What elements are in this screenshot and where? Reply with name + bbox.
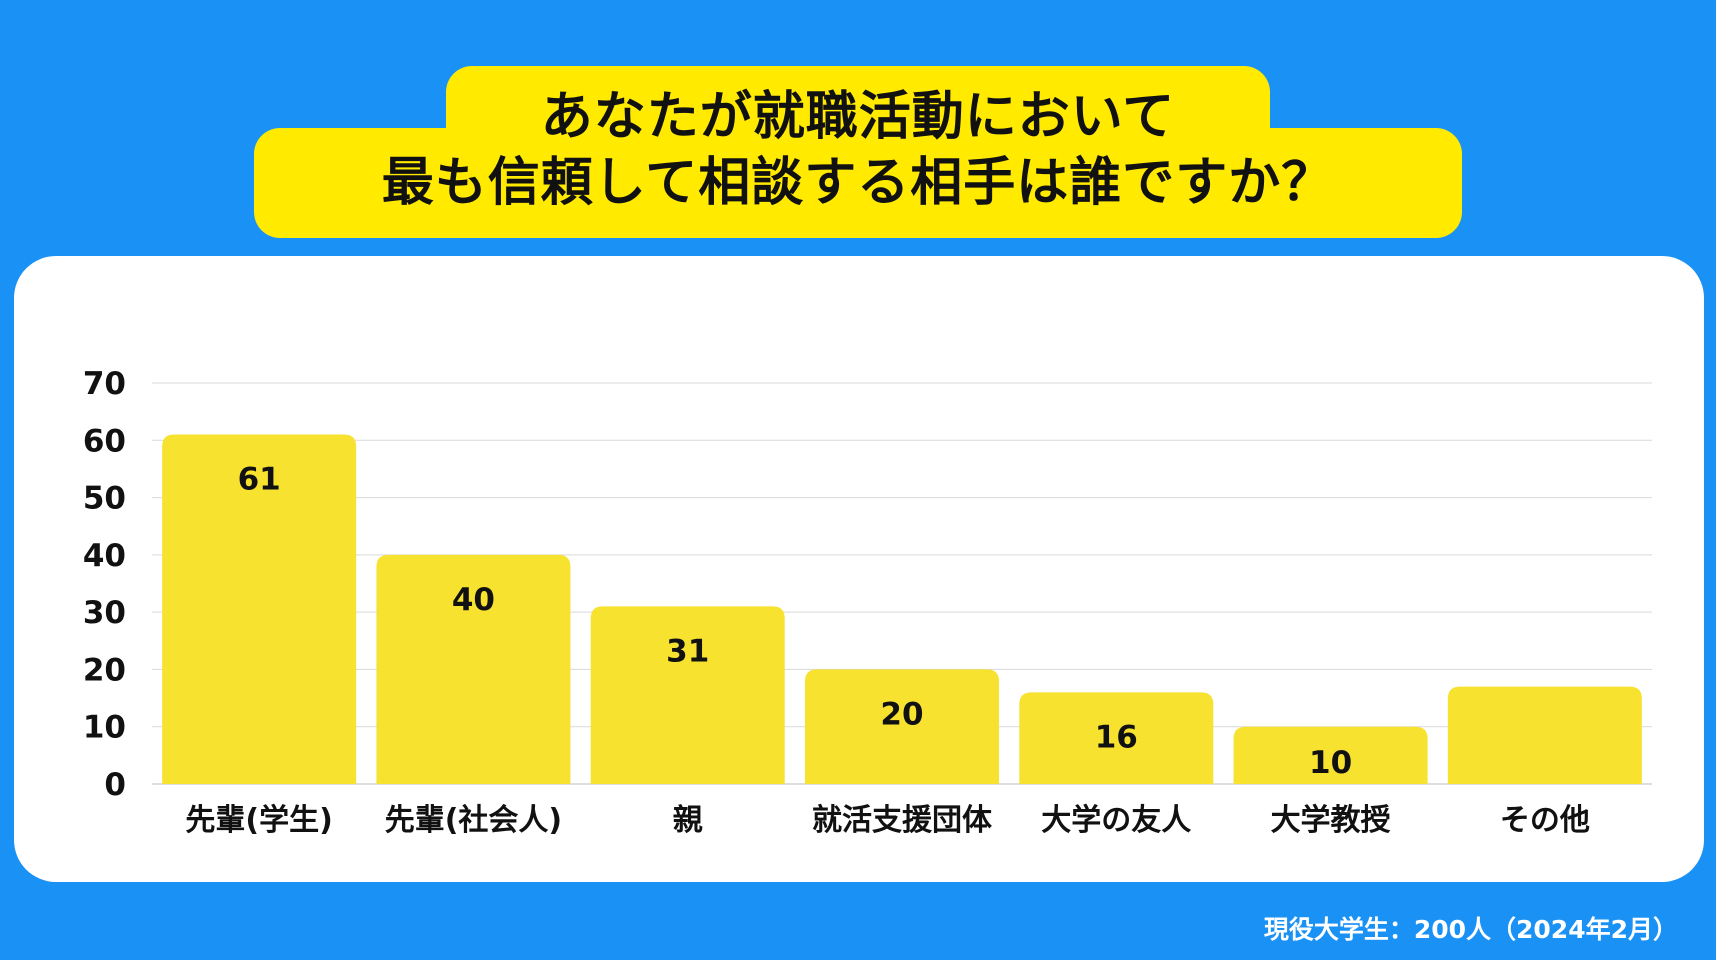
x-tick-label: 親 [673,803,703,838]
y-tick-label: 0 [104,767,126,803]
footnote: 現役大学生：200人（2024年2月） [1263,915,1678,944]
chart-title: あなたが就職活動において 最も信頼して相談する相手は誰ですか？ [254,84,1462,216]
bar-value-label: 20 [880,696,923,732]
y-tick-label: 50 [83,481,126,517]
bar [162,434,357,784]
bar [376,554,571,784]
x-tick-label: 先輩(学生) [185,803,332,838]
bar [1447,686,1642,784]
bar-value-label: 10 [1309,745,1352,781]
bar [1019,692,1214,784]
x-tick-label: その他 [1500,803,1590,838]
bar [1233,726,1428,784]
chart-card: 0 10 20 30 40 50 60 70 61 先輩(学生) 40 先輩(社会人) 31 親 20 就活支… [14,256,1704,882]
bar-value-label: 40 [452,582,495,618]
y-tick-label: 40 [83,538,126,574]
bar-chart: 0 10 20 30 40 50 60 70 61 先輩(学生) 40 先輩(社会人) 31 親 20 就活支… [83,366,1652,838]
bar [805,669,999,784]
y-tick-label: 60 [83,423,126,459]
y-tick-label: 70 [83,366,126,402]
x-tick-label: 大学の友人 [1041,803,1191,838]
bar-value-label: 31 [666,633,709,669]
title-line-1: あなたが就職活動において [540,87,1176,147]
x-tick-label: 先輩(社会人) [385,803,562,838]
x-tick-label: 大学教授 [1271,803,1391,838]
y-tick-label: 30 [83,595,126,631]
title-banner-bottom [254,128,1462,238]
y-tick-label: 10 [83,710,126,746]
bar-value-label: 16 [1095,719,1138,755]
bar-value-label: 61 [238,462,281,498]
title-line-2: 最も信頼して相談する相手は誰ですか？ [381,153,1335,213]
bar [590,606,785,784]
y-tick-label: 20 [83,652,126,688]
x-tick-label: 就活支援団体 [812,803,993,838]
